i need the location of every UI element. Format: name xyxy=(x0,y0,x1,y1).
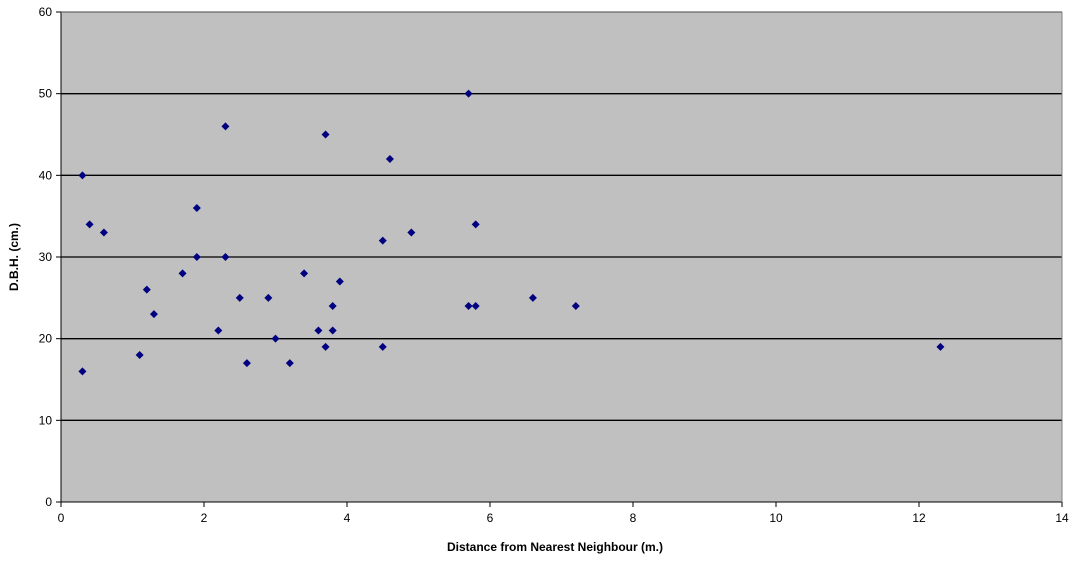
data-point xyxy=(99,228,108,237)
data-point xyxy=(78,367,87,376)
data-point xyxy=(192,204,201,212)
x-tick-label: 8 xyxy=(630,511,637,525)
data-point xyxy=(221,122,230,131)
data-point xyxy=(192,253,201,261)
data-point xyxy=(85,220,94,229)
data-point xyxy=(135,351,144,359)
y-tick-label: 20 xyxy=(39,332,53,346)
data-point xyxy=(571,302,580,310)
data-points xyxy=(78,89,945,376)
data-point xyxy=(321,342,330,351)
data-point xyxy=(321,130,330,139)
data-point xyxy=(378,342,387,351)
y-axis-ticks: 0 10 20 30 40 50 60 xyxy=(39,5,61,509)
x-tick-label: 14 xyxy=(1055,511,1069,525)
x-tick-label: 2 xyxy=(201,511,208,525)
y-axis-title: D.B.H. (cm.) xyxy=(7,223,21,291)
data-point xyxy=(471,220,480,229)
y-tick-label: 30 xyxy=(39,250,53,264)
y-tick-label: 10 xyxy=(39,413,53,427)
data-point xyxy=(300,269,309,278)
x-axis-ticks: 0 2 4 6 8 10 12 14 xyxy=(58,502,1069,525)
data-point xyxy=(149,310,158,319)
x-axis-title: Distance from Nearest Neighbour (m.) xyxy=(447,540,663,554)
data-point xyxy=(936,342,945,351)
x-tick-label: 10 xyxy=(769,511,783,525)
data-point xyxy=(464,302,473,310)
data-point xyxy=(221,253,230,261)
data-point xyxy=(407,228,416,237)
y-tick-label: 50 xyxy=(39,87,53,101)
data-point xyxy=(528,293,537,302)
data-point xyxy=(78,171,87,180)
data-point xyxy=(385,155,394,163)
data-point xyxy=(214,326,223,335)
data-point xyxy=(464,89,473,98)
data-point xyxy=(335,277,344,286)
data-point xyxy=(235,293,244,302)
y-tick-label: 60 xyxy=(39,5,53,19)
y-tick-label: 40 xyxy=(39,168,53,182)
x-tick-label: 0 xyxy=(58,511,65,525)
data-point xyxy=(271,334,280,343)
x-tick-label: 6 xyxy=(487,511,494,525)
data-point xyxy=(178,269,187,278)
data-point xyxy=(242,359,251,368)
data-point xyxy=(328,326,337,335)
data-point xyxy=(142,285,151,294)
y-tick-label: 0 xyxy=(45,495,52,509)
data-point xyxy=(285,359,294,368)
data-point xyxy=(328,302,337,310)
data-point xyxy=(471,302,480,310)
data-point xyxy=(264,293,273,302)
x-tick-label: 4 xyxy=(344,511,351,525)
data-point xyxy=(314,326,323,335)
x-tick-label: 12 xyxy=(912,511,926,525)
data-point xyxy=(378,236,387,245)
